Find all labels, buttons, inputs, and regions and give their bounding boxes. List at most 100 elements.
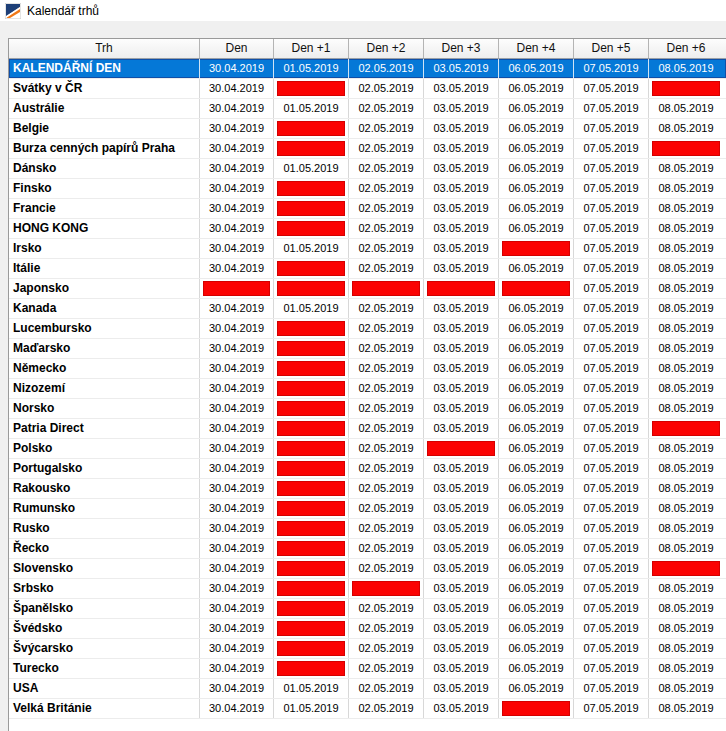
market-name-cell[interactable]: Německo — [9, 359, 200, 378]
holiday-cell[interactable] — [349, 279, 424, 298]
holiday-cell[interactable] — [274, 359, 349, 378]
market-name-cell[interactable]: Norsko — [9, 399, 200, 418]
market-name-cell[interactable]: Patria Direct — [9, 419, 200, 438]
holiday-cell[interactable] — [649, 139, 723, 158]
date-cell[interactable]: 02.05.2019 — [349, 319, 424, 338]
date-cell[interactable]: 02.05.2019 — [349, 399, 424, 418]
table-row-hong-kong[interactable]: HONG KONG30.04.201902.05.201903.05.20190… — [9, 219, 726, 239]
date-cell[interactable]: 03.05.2019 — [424, 459, 499, 478]
date-cell[interactable]: 02.05.2019 — [349, 159, 424, 178]
date-cell[interactable]: 06.05.2019 — [499, 339, 574, 358]
date-cell[interactable]: 02.05.2019 — [349, 59, 424, 78]
date-cell[interactable]: 30.04.2019 — [200, 619, 274, 638]
date-cell[interactable]: 07.05.2019 — [574, 59, 649, 78]
date-cell[interactable]: 08.05.2019 — [649, 679, 723, 698]
table-row-italie[interactable]: Itálie30.04.201902.05.201903.05.201906.0… — [9, 259, 726, 279]
holiday-cell[interactable] — [274, 599, 349, 618]
date-cell[interactable]: 01.05.2019 — [274, 59, 349, 78]
market-name-cell[interactable]: Polsko — [9, 439, 200, 458]
date-cell[interactable]: 06.05.2019 — [499, 619, 574, 638]
date-cell[interactable]: 06.05.2019 — [499, 219, 574, 238]
date-cell[interactable]: 08.05.2019 — [649, 179, 723, 198]
table-row-svedsko[interactable]: Švédsko30.04.201902.05.201903.05.201906.… — [9, 619, 726, 639]
date-cell[interactable]: 01.05.2019 — [274, 679, 349, 698]
date-cell[interactable]: 02.05.2019 — [349, 499, 424, 518]
table-row-dansko[interactable]: Dánsko30.04.201901.05.201902.05.201903.0… — [9, 159, 726, 179]
date-cell[interactable]: 06.05.2019 — [499, 539, 574, 558]
date-cell[interactable]: 07.05.2019 — [574, 419, 649, 438]
date-cell[interactable]: 03.05.2019 — [424, 419, 499, 438]
table-row-finsko[interactable]: Finsko30.04.201902.05.201903.05.201906.0… — [9, 179, 726, 199]
date-cell[interactable]: 30.04.2019 — [200, 319, 274, 338]
date-cell[interactable]: 03.05.2019 — [424, 399, 499, 418]
holiday-cell[interactable] — [424, 439, 499, 458]
date-cell[interactable]: 30.04.2019 — [200, 699, 274, 718]
date-cell[interactable]: 03.05.2019 — [424, 519, 499, 538]
holiday-cell[interactable] — [499, 699, 574, 718]
date-cell[interactable]: 06.05.2019 — [499, 679, 574, 698]
market-name-cell[interactable]: Finsko — [9, 179, 200, 198]
date-cell[interactable]: 03.05.2019 — [424, 299, 499, 318]
date-cell[interactable]: 02.05.2019 — [349, 599, 424, 618]
holiday-cell[interactable] — [274, 319, 349, 338]
holiday-cell[interactable] — [499, 239, 574, 258]
table-row-kalendarni-den[interactable]: KALENDÁŘNÍ DEN30.04.201901.05.201902.05.… — [9, 59, 726, 79]
date-cell[interactable]: 07.05.2019 — [574, 479, 649, 498]
column-header-den-4[interactable]: Den +4 — [499, 39, 574, 58]
holiday-cell[interactable] — [649, 559, 723, 578]
market-name-cell[interactable]: Maďarsko — [9, 339, 200, 358]
holiday-cell[interactable] — [274, 119, 349, 138]
date-cell[interactable]: 02.05.2019 — [349, 99, 424, 118]
holiday-cell[interactable] — [274, 619, 349, 638]
table-row-velka-britanie[interactable]: Velká Británie30.04.201901.05.201902.05.… — [9, 699, 726, 719]
date-cell[interactable]: 30.04.2019 — [200, 119, 274, 138]
date-cell[interactable]: 08.05.2019 — [649, 379, 723, 398]
date-cell[interactable]: 07.05.2019 — [574, 339, 649, 358]
holiday-cell[interactable] — [200, 279, 274, 298]
table-row-usa[interactable]: USA30.04.201901.05.201902.05.201903.05.2… — [9, 679, 726, 699]
date-cell[interactable]: 30.04.2019 — [200, 79, 274, 98]
date-cell[interactable]: 06.05.2019 — [499, 419, 574, 438]
market-name-cell[interactable]: HONG KONG — [9, 219, 200, 238]
table-row-australie[interactable]: Austrálie30.04.201901.05.201902.05.20190… — [9, 99, 726, 119]
market-name-cell[interactable]: Švédsko — [9, 619, 200, 638]
column-header-den-3[interactable]: Den +3 — [424, 39, 499, 58]
date-cell[interactable]: 06.05.2019 — [499, 639, 574, 658]
date-cell[interactable]: 30.04.2019 — [200, 639, 274, 658]
date-cell[interactable]: 02.05.2019 — [349, 179, 424, 198]
date-cell[interactable]: 02.05.2019 — [349, 659, 424, 678]
date-cell[interactable]: 03.05.2019 — [424, 139, 499, 158]
table-row-nemecko[interactable]: Německo30.04.201902.05.201903.05.201906.… — [9, 359, 726, 379]
market-name-cell[interactable]: Španělsko — [9, 599, 200, 618]
date-cell[interactable]: 01.05.2019 — [274, 99, 349, 118]
date-cell[interactable]: 03.05.2019 — [424, 499, 499, 518]
column-header-den-6[interactable]: Den +6 — [649, 39, 723, 58]
date-cell[interactable]: 03.05.2019 — [424, 119, 499, 138]
date-cell[interactable]: 03.05.2019 — [424, 259, 499, 278]
date-cell[interactable]: 08.05.2019 — [649, 539, 723, 558]
holiday-cell[interactable] — [274, 519, 349, 538]
date-cell[interactable]: 02.05.2019 — [349, 299, 424, 318]
date-cell[interactable]: 03.05.2019 — [424, 559, 499, 578]
date-cell[interactable]: 30.04.2019 — [200, 99, 274, 118]
market-name-cell[interactable]: Dánsko — [9, 159, 200, 178]
date-cell[interactable]: 02.05.2019 — [349, 219, 424, 238]
date-cell[interactable]: 08.05.2019 — [649, 99, 723, 118]
holiday-cell[interactable] — [274, 439, 349, 458]
date-cell[interactable]: 08.05.2019 — [649, 599, 723, 618]
market-name-cell[interactable]: Nizozemí — [9, 379, 200, 398]
date-cell[interactable]: 01.05.2019 — [274, 699, 349, 718]
holiday-cell[interactable] — [424, 279, 499, 298]
date-cell[interactable]: 07.05.2019 — [574, 139, 649, 158]
date-cell[interactable]: 08.05.2019 — [649, 119, 723, 138]
date-cell[interactable]: 08.05.2019 — [649, 339, 723, 358]
date-cell[interactable]: 07.05.2019 — [574, 259, 649, 278]
date-cell[interactable]: 30.04.2019 — [200, 519, 274, 538]
column-header-trh[interactable]: Trh — [9, 39, 200, 58]
date-cell[interactable]: 08.05.2019 — [649, 239, 723, 258]
date-cell[interactable]: 02.05.2019 — [349, 379, 424, 398]
date-cell[interactable]: 30.04.2019 — [200, 199, 274, 218]
date-cell[interactable]: 30.04.2019 — [200, 239, 274, 258]
date-cell[interactable]: 06.05.2019 — [499, 399, 574, 418]
date-cell[interactable]: 07.05.2019 — [574, 219, 649, 238]
